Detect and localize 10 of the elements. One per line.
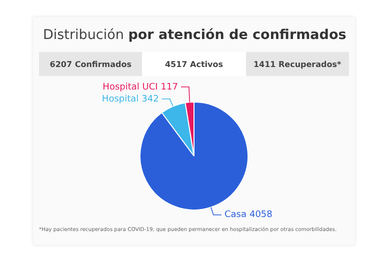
- text: 1411 Recuperados*: [246, 52, 349, 76]
- text: 6207 Confirmados: [39, 52, 142, 76]
- data-label: 4058: [249, 210, 273, 220]
- data-label: 342: [142, 94, 159, 104]
- slice-label: Hospital: [102, 94, 139, 104]
- text: 4517 Activos: [142, 52, 246, 76]
- slice-label: Hospital UCI: [102, 82, 158, 92]
- chart-title: Distribución por atención de confirmados: [43, 27, 346, 43]
- data-label: 117: [160, 82, 178, 92]
- slice-label: Casa: [224, 210, 246, 220]
